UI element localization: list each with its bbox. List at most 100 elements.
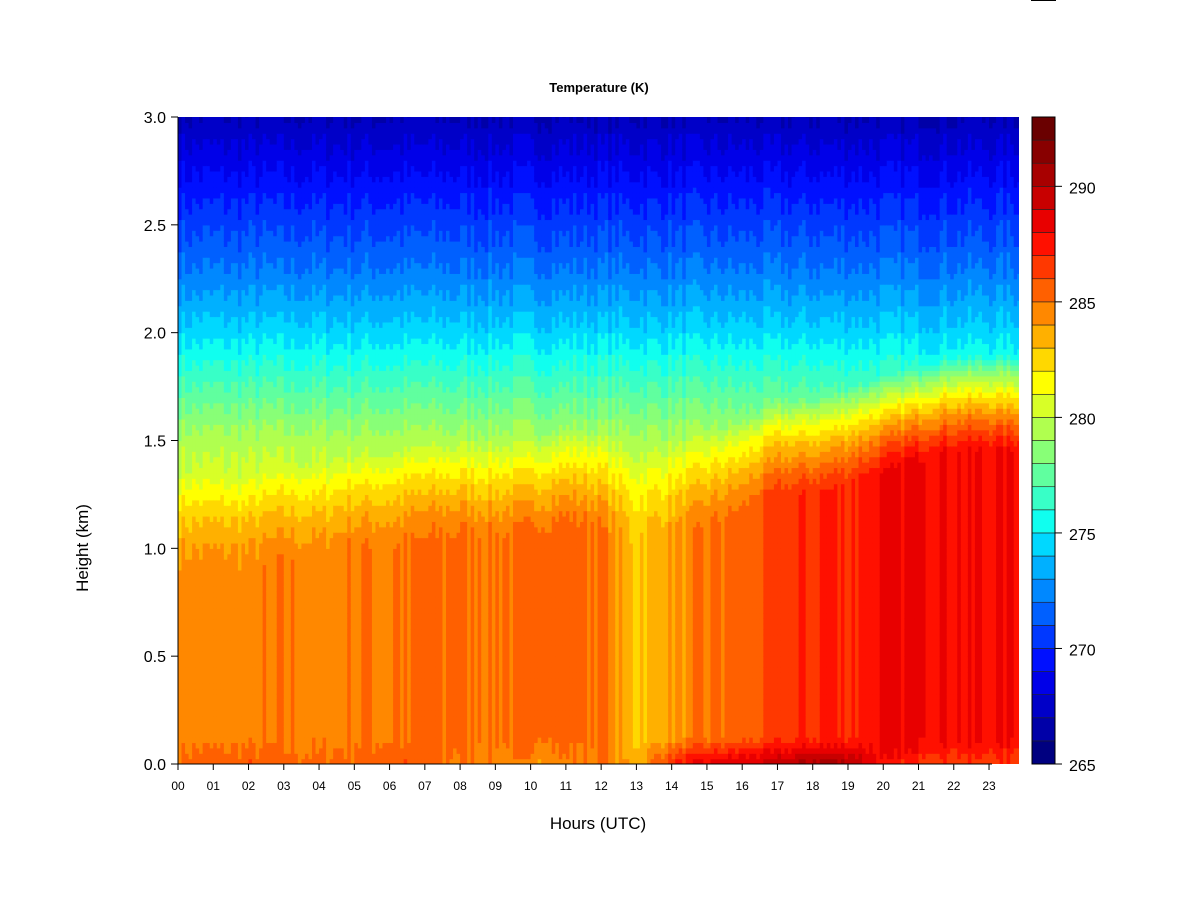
- heatmap-cell: [238, 430, 242, 436]
- heatmap-cell: [238, 602, 242, 608]
- heatmap-cell: [256, 667, 260, 673]
- heatmap-cell: [298, 667, 302, 673]
- heatmap-cell: [231, 726, 235, 732]
- heatmap-cell: [224, 360, 228, 366]
- heatmap-cell: [287, 360, 291, 366]
- heatmap-cell: [220, 246, 224, 252]
- heatmap-cell: [263, 656, 267, 662]
- heatmap-cell: [196, 570, 200, 576]
- heatmap-cell: [287, 268, 291, 274]
- heatmap-cell: [301, 246, 305, 252]
- heatmap-cell: [210, 651, 214, 657]
- heatmap-cell: [227, 721, 231, 727]
- heatmap-cell: [270, 381, 274, 387]
- heatmap-cell: [220, 494, 224, 500]
- heatmap-cell: [196, 306, 200, 312]
- heatmap-cell: [192, 662, 196, 668]
- heatmap-cell: [241, 397, 245, 403]
- heatmap-cell: [259, 753, 263, 759]
- heatmap-cell: [206, 246, 210, 252]
- heatmap-cell: [291, 230, 295, 236]
- heatmap-cell: [294, 591, 298, 597]
- heatmap-cell: [263, 176, 267, 182]
- heatmap-cell: [280, 187, 284, 193]
- heatmap-cell: [319, 494, 323, 500]
- heatmap-cell: [312, 629, 316, 635]
- heatmap-cell: [220, 467, 224, 473]
- heatmap-cell: [273, 214, 277, 220]
- heatmap-cell: [234, 565, 238, 571]
- heatmap-cell: [178, 192, 182, 198]
- heatmap-cell: [231, 511, 235, 517]
- heatmap-cell: [259, 721, 263, 727]
- heatmap-cell: [213, 155, 217, 161]
- heatmap-cell: [196, 360, 200, 366]
- heatmap-cell: [294, 139, 298, 145]
- heatmap-cell: [252, 511, 256, 517]
- heatmap-cell: [241, 689, 245, 695]
- heatmap-cell: [273, 565, 277, 571]
- heatmap-cell: [238, 414, 242, 420]
- heatmap-cell: [294, 214, 298, 220]
- heatmap-cell: [312, 349, 316, 355]
- heatmap-cell: [231, 489, 235, 495]
- heatmap-cell: [203, 225, 207, 231]
- heatmap-cell: [284, 737, 288, 743]
- heatmap-cell: [224, 176, 228, 182]
- heatmap-cell: [301, 306, 305, 312]
- heatmap-cell: [210, 306, 214, 312]
- heatmap-cell: [308, 473, 312, 479]
- heatmap-cell: [178, 721, 182, 727]
- heatmap-cell: [266, 403, 270, 409]
- heatmap-cell: [213, 133, 217, 139]
- heatmap-cell: [277, 516, 281, 522]
- heatmap-cell: [319, 737, 323, 743]
- heatmap-cell: [263, 516, 267, 522]
- heatmap-cell: [182, 376, 186, 382]
- heatmap-cell: [196, 662, 200, 668]
- heatmap-cell: [280, 327, 284, 333]
- heatmap-cell: [189, 683, 193, 689]
- heatmap-cell: [259, 354, 263, 360]
- heatmap-cell: [227, 505, 231, 511]
- heatmap-cell: [298, 182, 302, 188]
- heatmap-cell: [199, 721, 203, 727]
- heatmap-cell: [245, 230, 249, 236]
- heatmap-cell: [178, 705, 182, 711]
- heatmap-cell: [210, 732, 214, 738]
- heatmap-cell: [284, 424, 288, 430]
- heatmap-cell: [256, 295, 260, 301]
- heatmap-cell: [178, 144, 182, 150]
- heatmap-cell: [182, 710, 186, 716]
- heatmap-cell: [227, 489, 231, 495]
- heatmap-cell: [298, 381, 302, 387]
- heatmap-cell: [203, 133, 207, 139]
- heatmap-cell: [249, 144, 253, 150]
- heatmap-cell: [316, 257, 320, 263]
- heatmap-cell: [298, 209, 302, 215]
- heatmap-cell: [203, 710, 207, 716]
- heatmap-cell: [227, 446, 231, 452]
- heatmap-cell: [185, 252, 189, 258]
- heatmap-cell: [305, 252, 309, 258]
- heatmap-cell: [203, 457, 207, 463]
- heatmap-cell: [249, 635, 253, 641]
- heatmap-cell: [245, 559, 249, 565]
- heatmap-cell: [199, 198, 203, 204]
- heatmap-cell: [224, 397, 228, 403]
- heatmap-cell: [199, 624, 203, 630]
- heatmap-cell: [196, 414, 200, 420]
- heatmap-cell: [241, 715, 245, 721]
- heatmap-cell: [185, 397, 189, 403]
- heatmap-cell: [238, 467, 242, 473]
- heatmap-cell: [263, 737, 267, 743]
- heatmap-cell: [206, 548, 210, 554]
- heatmap-cell: [189, 327, 193, 333]
- heatmap-cell: [220, 484, 224, 490]
- heatmap-cell: [234, 457, 238, 463]
- heatmap-cell: [252, 527, 256, 533]
- heatmap-cell: [189, 408, 193, 414]
- heatmap-cell: [298, 608, 302, 614]
- heatmap-cell: [316, 139, 320, 145]
- heatmap-cell: [213, 387, 217, 393]
